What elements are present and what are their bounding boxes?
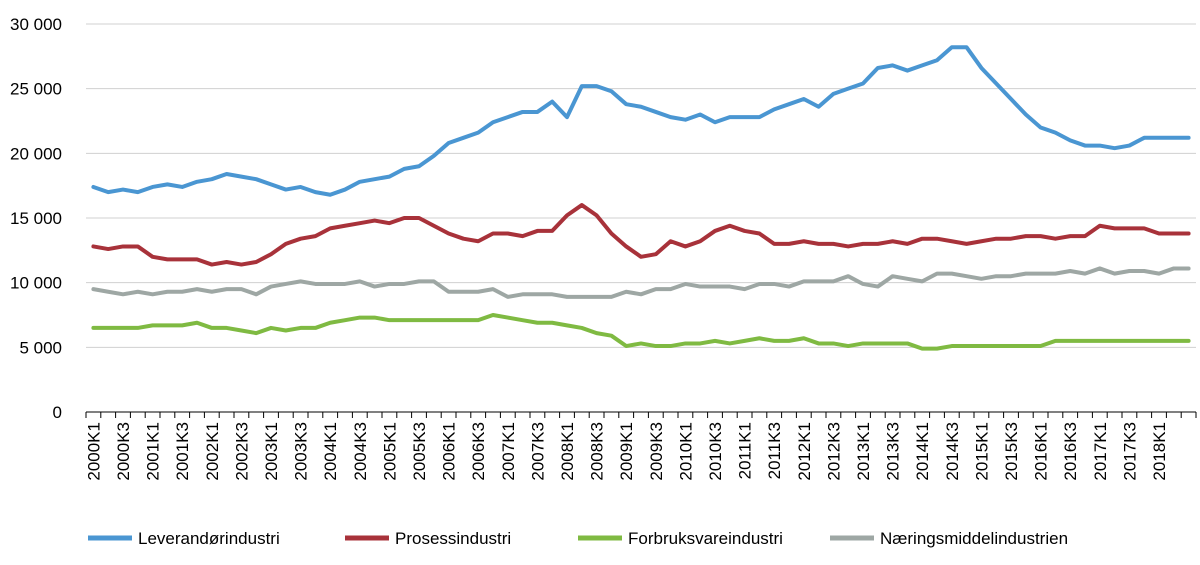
x-tick-label: 2013K1 <box>854 422 873 481</box>
x-tick-label: 2002K3 <box>232 422 251 481</box>
x-tick-label: 2011K1 <box>736 422 755 479</box>
x-tick-label: 2012K3 <box>824 422 843 481</box>
x-tick-label: 2017K3 <box>1120 422 1139 481</box>
legend-label: Prosessindustri <box>395 529 511 548</box>
x-tick-label: 2004K1 <box>321 422 340 481</box>
series-line-1 <box>91 45 1191 197</box>
series-line-4 <box>91 266 1191 299</box>
x-tick-label: 2005K1 <box>380 422 399 481</box>
x-tick-label: 2000K1 <box>84 422 103 481</box>
legend-label: Leverandørindustri <box>138 529 280 548</box>
y-tick-label: 15 000 <box>10 209 62 228</box>
y-axis-tick-labels: 0 5 000 10 000 15 000 20 000 25 000 30 000 <box>10 15 62 422</box>
x-tick-label: 2016K3 <box>1061 422 1080 481</box>
x-tick-label: 2002K1 <box>203 422 222 481</box>
x-tick-label: 2006K3 <box>469 422 488 481</box>
gridlines <box>86 23 1196 348</box>
x-tick-label: 2006K1 <box>440 422 459 481</box>
y-tick-label: 0 <box>53 403 62 422</box>
x-tick-label: 2011K3 <box>765 422 784 479</box>
y-tick-label: 30 000 <box>10 15 62 34</box>
y-tick-label: 10 000 <box>10 274 62 293</box>
x-tick-label: 2015K3 <box>1002 422 1021 481</box>
x-tick-label: 2015K1 <box>972 422 991 481</box>
x-tick-label: 2005K3 <box>410 422 429 481</box>
x-tick-label: 2007K1 <box>499 422 518 481</box>
x-axis-tick-labels: 2000K1 2000K3 2001K1 2001K3 2002K1 2002K3 2003… <box>84 422 1169 481</box>
x-tick-label: 2014K1 <box>913 422 932 481</box>
y-tick-label: 5 000 <box>19 338 62 357</box>
x-tick-label: 2014K3 <box>943 422 962 481</box>
series-line-3 <box>91 313 1191 351</box>
legend-label: Forbruksvareindustri <box>628 529 783 548</box>
x-tick-label: 2007K3 <box>528 422 547 481</box>
x-tick-label: 2010K1 <box>676 422 695 481</box>
x-tick-label: 2001K1 <box>144 422 163 481</box>
x-tick-label: 2003K1 <box>262 422 281 481</box>
x-axis <box>85 411 1197 418</box>
x-tick-label: 2001K3 <box>173 422 192 481</box>
series-line-2 <box>91 203 1191 267</box>
x-tick-label: 2009K3 <box>647 422 666 481</box>
x-tick-label: 2008K1 <box>558 422 577 481</box>
x-tick-label: 2003K3 <box>292 422 311 481</box>
x-tick-label: 2018K1 <box>1150 422 1169 481</box>
y-tick-label: 25 000 <box>10 80 62 99</box>
x-tick-label: 2017K1 <box>1091 422 1110 481</box>
x-tick-label: 2009K1 <box>617 422 636 481</box>
x-tick-label: 2004K3 <box>351 422 370 481</box>
x-tick-label: 2012K1 <box>795 422 814 481</box>
series-lines <box>91 45 1191 351</box>
x-tick-label: 2000K3 <box>114 422 133 481</box>
x-tick-label: 2016K1 <box>1032 422 1051 481</box>
legend: Leverandørindustri Prosessindustri Forbruk… <box>88 529 1068 548</box>
x-tick-label: 2013K3 <box>884 422 903 481</box>
x-tick-label: 2010K3 <box>706 422 725 481</box>
y-tick-label: 20 000 <box>10 144 62 163</box>
legend-label: Næringsmiddelindustrien <box>880 529 1068 548</box>
x-tick-label: 2008K3 <box>588 422 607 481</box>
